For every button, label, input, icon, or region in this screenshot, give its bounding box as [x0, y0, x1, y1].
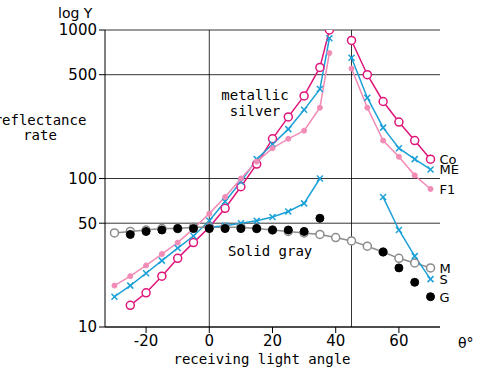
svg-text:metallic: metallic: [221, 87, 288, 103]
svg-text:receiving light angle: receiving light angle: [173, 351, 350, 367]
svg-text:60: 60: [389, 332, 408, 350]
svg-text:-20: -20: [134, 332, 159, 350]
svg-text:G: G: [440, 290, 450, 305]
svg-text:θ°: θ°: [458, 335, 474, 351]
svg-text:Solid gray: Solid gray: [228, 243, 312, 259]
svg-text:ME: ME: [440, 162, 459, 177]
svg-text:20: 20: [263, 332, 282, 350]
svg-text:40: 40: [326, 332, 345, 350]
svg-text:rate: rate: [23, 127, 57, 143]
svg-text:Co: Co: [439, 152, 457, 168]
svg-text:M: M: [439, 260, 451, 276]
svg-text:10: 10: [78, 318, 97, 336]
svg-text:0: 0: [205, 332, 215, 350]
svg-text:100: 100: [68, 170, 97, 188]
svg-text:log Y: log Y: [58, 5, 93, 21]
svg-text:500: 500: [68, 66, 97, 84]
svg-text:silver: silver: [230, 103, 281, 119]
svg-text:50: 50: [78, 215, 97, 233]
svg-text:1000: 1000: [59, 21, 97, 39]
svg-text:reflectance: reflectance: [8, 112, 86, 128]
svg-text:F1: F1: [440, 182, 456, 197]
svg-text:S: S: [440, 272, 448, 287]
